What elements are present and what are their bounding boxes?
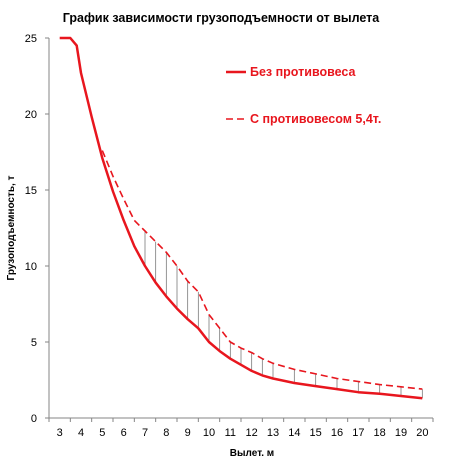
series-line-no-counterweight	[59, 36, 423, 400]
y-axis-label: Грузоподъемность, т	[6, 175, 17, 280]
chart-title: График зависимости грузоподъемности от в…	[63, 11, 380, 25]
x-tick-label: 5	[99, 427, 105, 439]
x-tick-label: 8	[163, 427, 169, 439]
y-tick-label: 10	[25, 261, 37, 273]
y-tick-label: 5	[31, 337, 37, 349]
x-tick-label: 4	[78, 427, 84, 439]
series-line-counterweight	[101, 150, 423, 390]
x-axis-label: Вылет. м	[230, 448, 274, 459]
y-tick-label: 20	[25, 109, 37, 121]
y-tick-label: 25	[25, 33, 37, 45]
x-tick-label: 19	[395, 427, 407, 439]
x-tick-label: 12	[246, 427, 258, 439]
x-tick-label: 14	[288, 427, 300, 439]
legend-label: Без противовеса	[250, 65, 357, 79]
x-tick-label: 17	[352, 427, 364, 439]
y-tick-label: 15	[25, 185, 37, 197]
legend-label: С противовесом 5,4т.	[250, 112, 381, 126]
x-tick-label: 6	[121, 427, 127, 439]
x-tick-label: 3	[57, 427, 63, 439]
x-tick-label: 20	[416, 427, 428, 439]
x-tick-label: 18	[374, 427, 386, 439]
x-tick-label: 7	[142, 427, 148, 439]
x-tick-label: 11	[225, 427, 236, 439]
x-tick-label: 16	[331, 427, 343, 439]
x-tick-label: 10	[203, 427, 215, 439]
x-tick-label: 9	[185, 427, 191, 439]
y-tick-label: 0	[31, 413, 37, 425]
x-tick-label: 13	[267, 427, 279, 439]
x-tick-label: 15	[310, 427, 322, 439]
